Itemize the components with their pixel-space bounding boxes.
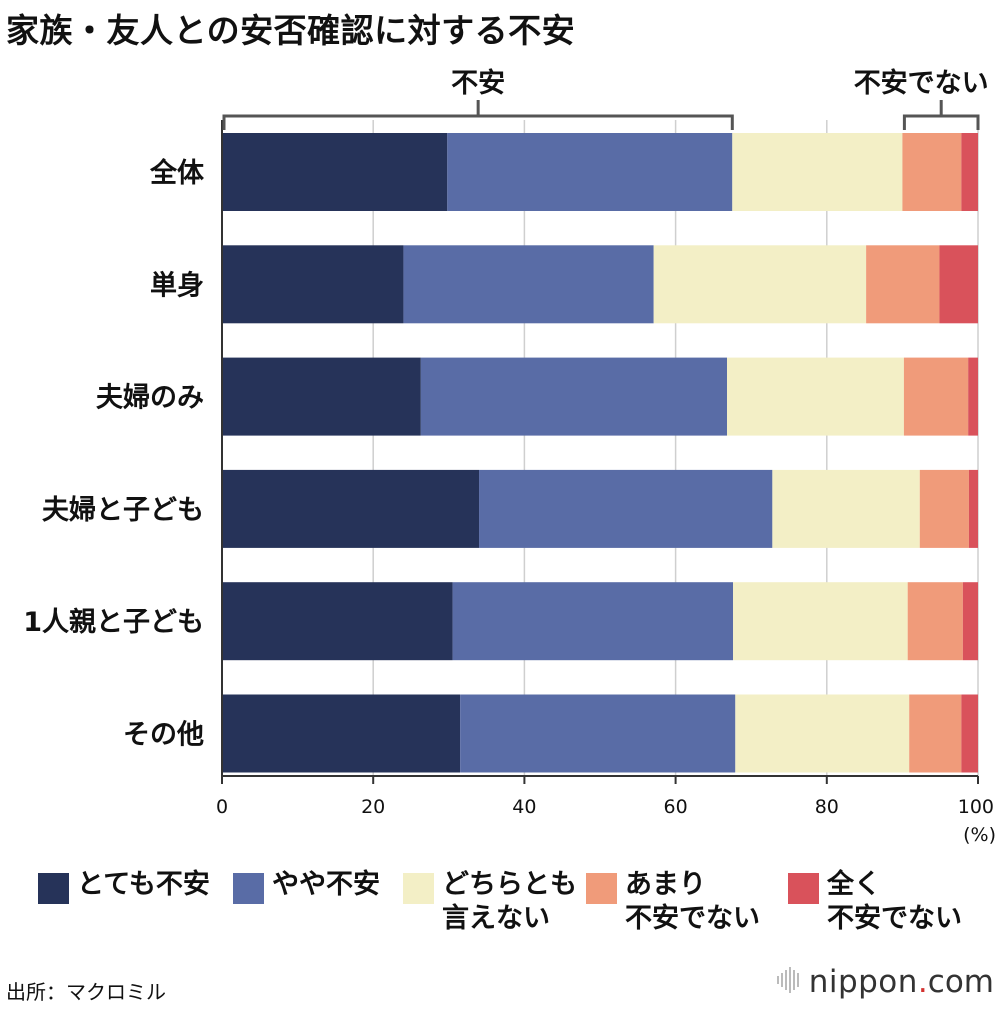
x-tick-label-60: 60 (664, 796, 688, 818)
bar-3-0 (222, 469, 480, 548)
bar-1-3 (866, 245, 940, 324)
category-label-3: 夫婦と子ども (42, 495, 204, 526)
bar-3-4 (968, 469, 978, 548)
legend-swatch-4 (788, 873, 819, 904)
chart-title: 家族・友人との安否確認に対する不安 (6, 11, 576, 50)
bar-2-2 (727, 357, 904, 436)
legend-label-3: あまり 不安でない (625, 869, 760, 934)
category-label-0: 全体 (149, 157, 205, 189)
bar-0-4 (961, 133, 978, 211)
bar-4-2 (733, 582, 908, 661)
bracket-label-1: 不安でない (854, 68, 989, 99)
x-tick-label-40: 40 (512, 796, 536, 818)
x-tick-label-80: 80 (815, 796, 839, 818)
legend-label-4: 全く 不安でない (827, 869, 962, 934)
bar-0-1 (447, 133, 733, 211)
category-label-1: 単身 (150, 269, 204, 301)
bar-3-1 (479, 469, 773, 548)
gridlines (372, 120, 979, 776)
bars (222, 133, 978, 773)
legend-item-2: どちらとも 言えない (403, 868, 577, 936)
brand-tld: com (927, 964, 994, 1000)
bar-1-0 (222, 245, 404, 324)
x-tick-label-100: 100 (958, 796, 994, 818)
bar-0-3 (902, 133, 962, 211)
legend-label-0: とても不安 (77, 869, 210, 900)
legend-swatch-3 (586, 873, 617, 904)
bar-4-0 (222, 582, 453, 661)
bar-3-3 (919, 469, 969, 548)
bar-1-1 (403, 245, 654, 324)
brand-name: nippon (808, 964, 918, 1000)
legend-item-0: とても不安 (38, 868, 210, 904)
category-label-4: 1人親と子ども (23, 607, 204, 638)
legend-label-2: どちらとも 言えない (442, 869, 577, 934)
bar-5-0 (222, 694, 461, 773)
legend: とても不安 やや不安 どちらとも 言えない あまり 不安でない 全く 不安でない (38, 868, 988, 948)
bar-4-1 (452, 582, 734, 661)
legend-item-3: あまり 不安でない (586, 868, 760, 936)
bar-0-2 (732, 133, 903, 211)
bar-2-4 (968, 357, 978, 436)
brand-bars-icon (776, 967, 801, 997)
bar-2-3 (903, 357, 969, 436)
bar-1-2 (653, 245, 867, 324)
x-unit-label: (%) (963, 824, 996, 846)
bar-4-3 (907, 582, 963, 661)
bar-4-4 (962, 582, 978, 661)
legend-swatch-0 (38, 873, 69, 904)
bracket-0 (222, 100, 734, 130)
source-note: 出所：マクロミル (6, 980, 166, 1004)
legend-swatch-2 (403, 873, 434, 904)
bar-5-1 (460, 694, 736, 773)
bracket-1 (902, 100, 980, 130)
legend-item-1: やや不安 (233, 868, 380, 904)
legend-item-4: 全く 不安でない (788, 868, 962, 936)
brand-dot: . (917, 964, 928, 1000)
legend-swatch-1 (233, 873, 264, 904)
category-label-5: その他 (123, 720, 204, 751)
category-label-2: 夫婦のみ (96, 383, 204, 414)
bracket-label-0: 不安 (451, 68, 505, 99)
bar-0-0 (222, 133, 448, 211)
bar-5-3 (909, 694, 962, 773)
x-axis: 0 20 40 60 80 100 (%) (216, 120, 996, 846)
bar-5-4 (961, 694, 978, 773)
bar-2-1 (420, 357, 728, 436)
bar-3-2 (772, 469, 920, 548)
bar-5-2 (735, 694, 910, 773)
brackets: 不安 不安でない (222, 68, 989, 130)
x-tick-label-20: 20 (361, 796, 385, 818)
x-tick-label-0: 0 (216, 796, 228, 818)
legend-label-1: やや不安 (272, 869, 380, 900)
bar-2-0 (222, 357, 421, 436)
brand-logo: nippon. com (776, 964, 994, 1000)
bar-1-4 (939, 245, 978, 324)
